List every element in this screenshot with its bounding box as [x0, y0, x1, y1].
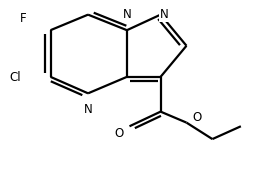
Text: Cl: Cl — [10, 71, 21, 84]
Text: N: N — [160, 8, 169, 21]
Text: O: O — [192, 111, 202, 124]
Text: O: O — [114, 127, 124, 140]
Text: N: N — [84, 103, 92, 116]
Text: N: N — [123, 8, 131, 21]
Text: F: F — [20, 12, 27, 25]
